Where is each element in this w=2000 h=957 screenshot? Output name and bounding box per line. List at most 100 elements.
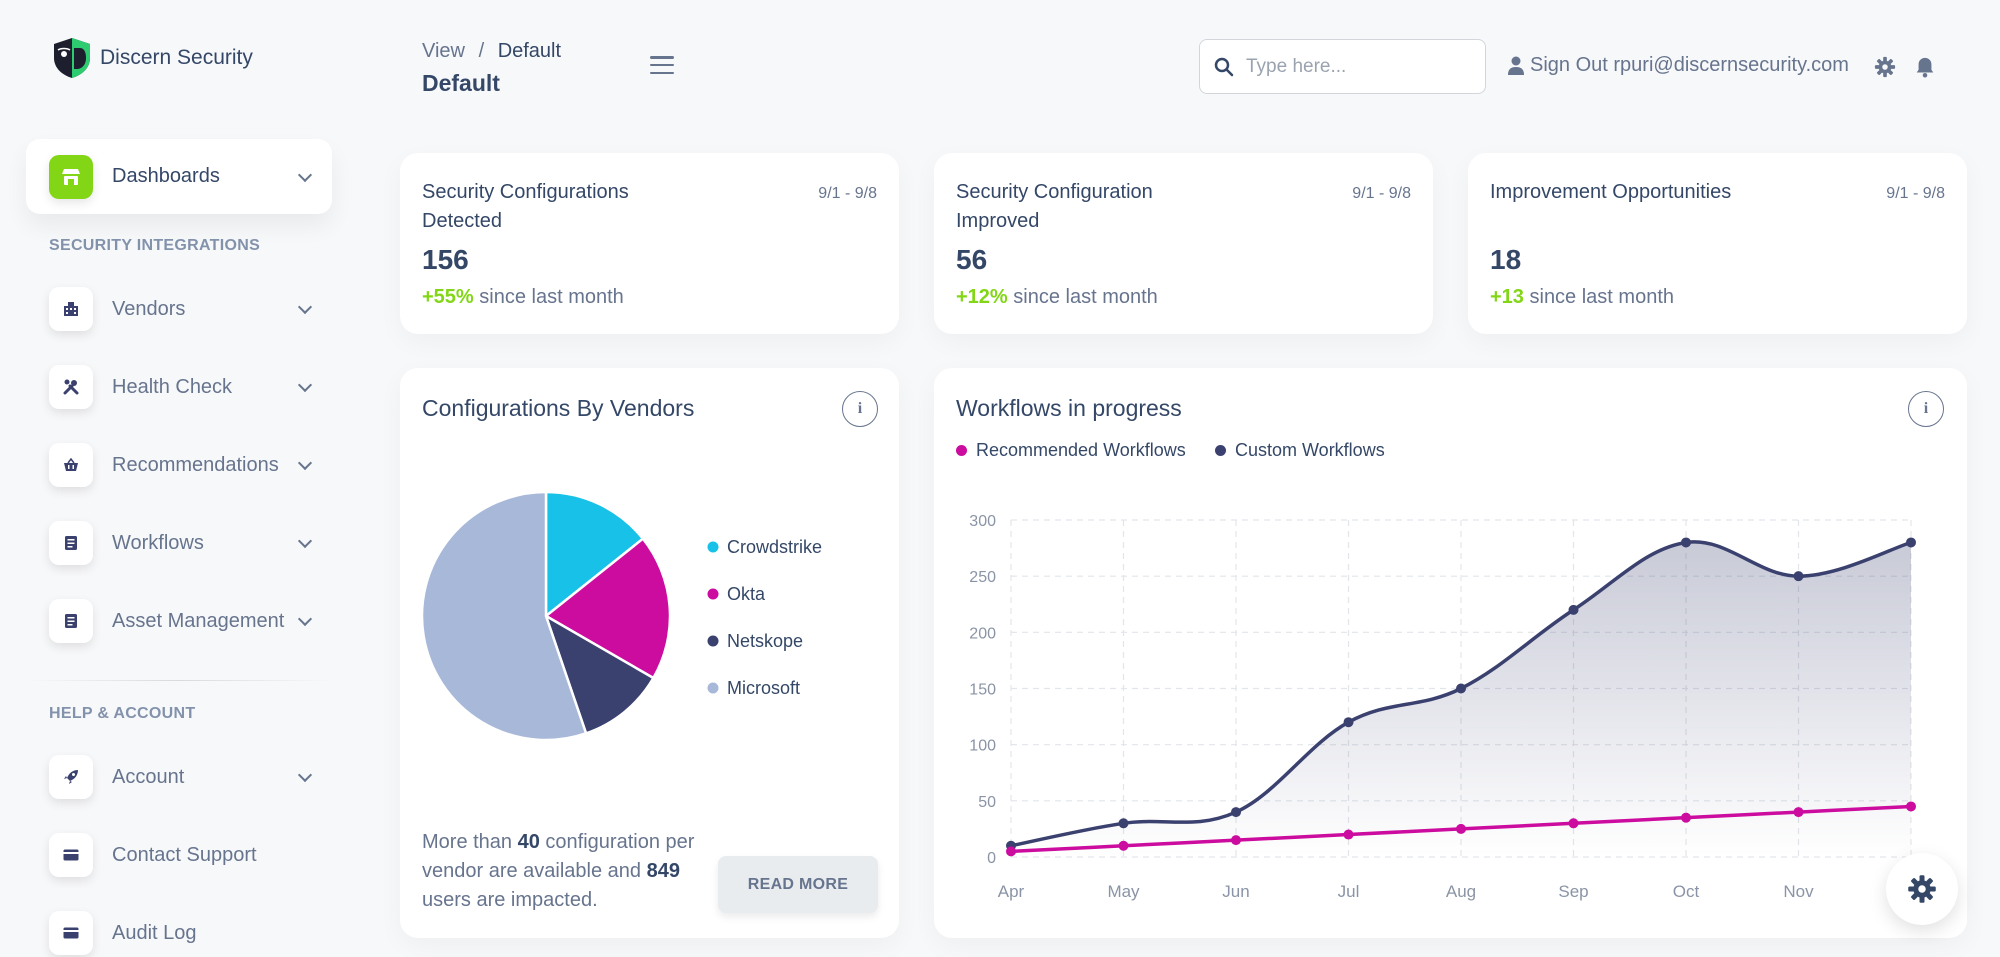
vendor-pie-chart: Crowdstrike Okta Netskope Microsoft xyxy=(420,493,822,742)
y-tick-label: 0 xyxy=(987,850,996,867)
legend-label: Netskope xyxy=(727,631,803,651)
x-tick-label: Jul xyxy=(1338,882,1360,901)
sidebar-item-label: Account xyxy=(112,765,185,788)
data-point[interactable] xyxy=(1793,571,1804,582)
gear-icon[interactable] xyxy=(1874,56,1896,78)
stat-card-improvement-opportunities: Improvement Opportunities 9/1 - 9/8 18 +… xyxy=(1468,153,1967,334)
data-point[interactable] xyxy=(1343,829,1354,840)
chevron-down-icon[interactable] xyxy=(297,455,313,471)
legend-item-recommended: Recommended Workflows xyxy=(956,440,1186,461)
footnote-user-count: 849 xyxy=(646,860,680,882)
sidebar-item-workflows[interactable]: Workflows xyxy=(49,517,332,569)
data-point[interactable] xyxy=(1231,807,1241,818)
chevron-down-icon[interactable] xyxy=(297,533,313,549)
data-point[interactable] xyxy=(1568,818,1579,829)
pie-slice-microsoft[interactable] xyxy=(420,493,588,742)
info-icon[interactable]: i xyxy=(842,391,878,427)
stat-change-suffix: since last month xyxy=(1007,286,1158,308)
legend-label: Crowdstrike xyxy=(727,537,822,557)
sidebar-item-label: Workflows xyxy=(112,531,204,554)
sidebar-item-contact-support[interactable]: Contact Support xyxy=(49,829,332,881)
brand[interactable]: Discern Security xyxy=(50,36,253,80)
stat-date: 9/1 - 9/8 xyxy=(818,185,877,202)
stat-value: 18 xyxy=(1490,244,1522,275)
stat-card-configurations-detected: Security Configurations Detected 9/1 - 9… xyxy=(400,153,899,334)
sidebar-item-health-check[interactable]: Health Check xyxy=(49,361,332,413)
search-box[interactable] xyxy=(1199,39,1486,94)
read-more-button[interactable]: READ MORE xyxy=(718,856,878,913)
x-tick-label: Jun xyxy=(1222,882,1249,901)
search-input[interactable] xyxy=(1246,55,1466,78)
store-icon xyxy=(49,154,93,199)
sidebar-item-audit-log[interactable]: Audit Log xyxy=(49,907,332,957)
data-point[interactable] xyxy=(1681,537,1691,548)
chevron-down-icon[interactable] xyxy=(297,167,313,182)
data-point[interactable] xyxy=(1456,683,1466,694)
chevron-down-icon[interactable] xyxy=(297,611,313,627)
pie-slice-crowdstrike[interactable] xyxy=(544,493,645,619)
chevron-down-icon[interactable] xyxy=(297,767,313,783)
card-title: Configurations By Vendors xyxy=(422,395,695,421)
user-icon xyxy=(1508,56,1524,75)
card-title: Workflows in progress xyxy=(956,395,1182,421)
menu-toggle-icon[interactable] xyxy=(650,56,674,74)
stat-title: Improvement Opportunities xyxy=(1490,181,1732,203)
data-point[interactable] xyxy=(1118,818,1129,829)
sidebar-item-asset-management[interactable]: Asset Management xyxy=(49,595,332,647)
y-tick-label: 100 xyxy=(969,738,996,755)
stat-card-configuration-improved: Security Configuration Improved 9/1 - 9/… xyxy=(934,153,1433,334)
sidebar-item-recommendations[interactable]: Recommendations xyxy=(49,439,332,491)
stat-change-value: +12% xyxy=(956,286,1008,308)
breadcrumb-current: Default xyxy=(497,40,562,62)
data-point[interactable] xyxy=(1118,840,1129,851)
stat-change-suffix: since last month xyxy=(1523,286,1675,308)
stat-value: 156 xyxy=(422,244,469,275)
office-icon xyxy=(49,287,93,331)
legend-dot xyxy=(707,541,719,553)
stat-change: +55% since last month xyxy=(422,286,624,309)
sidebar-item-account[interactable]: Account xyxy=(49,751,332,803)
info-icon[interactable]: i xyxy=(1908,391,1944,427)
x-tick-label: Aug xyxy=(1446,882,1476,901)
legend-dot xyxy=(956,445,967,456)
data-point[interactable] xyxy=(1231,835,1241,846)
document-icon xyxy=(49,521,93,565)
data-point[interactable] xyxy=(1793,807,1804,818)
sidebar-item-label: Contact Support xyxy=(112,843,257,866)
sign-out-link[interactable]: Sign Out rpuri@discernsecurity.com xyxy=(1508,54,1849,77)
stat-title: Security Configuration Improved xyxy=(956,181,1153,232)
chevron-down-icon[interactable] xyxy=(297,299,313,315)
sidebar-item-dashboards[interactable]: Dashboards xyxy=(26,139,332,214)
bell-icon[interactable] xyxy=(1914,56,1936,78)
document-icon xyxy=(49,599,93,643)
chevron-down-icon[interactable] xyxy=(297,377,313,393)
legend-label: Custom Workflows xyxy=(1235,440,1385,460)
y-tick-label: 50 xyxy=(978,794,996,811)
x-tick-label: Nov xyxy=(1783,882,1814,901)
stat-change: +12% since last month xyxy=(956,286,1158,309)
data-point[interactable] xyxy=(1456,823,1466,834)
breadcrumb-root[interactable]: View xyxy=(422,40,465,62)
workflows-line-chart: 0 50 100 150 200 250 300 Apr May Jun Jul Aug Sep Oct N… xyxy=(969,513,1916,901)
rocket-icon xyxy=(49,755,93,799)
x-tick-label: May xyxy=(1107,882,1140,901)
sidebar-item-label: Vendors xyxy=(112,297,186,320)
data-point[interactable] xyxy=(1343,717,1354,728)
y-tick-label: 300 xyxy=(969,513,996,530)
settings-fab-button[interactable] xyxy=(1886,853,1958,925)
pie-slice-okta[interactable] xyxy=(543,536,672,680)
breadcrumb-separator: / xyxy=(478,40,485,62)
data-point[interactable] xyxy=(1568,604,1579,615)
data-point[interactable] xyxy=(1906,801,1916,812)
stat-change-value: +13 xyxy=(1490,286,1524,308)
tools-icon xyxy=(49,365,93,409)
sidebar-item-vendors[interactable]: Vendors xyxy=(49,283,332,335)
data-point[interactable] xyxy=(1681,812,1691,823)
stat-date: 9/1 - 9/8 xyxy=(1886,185,1945,202)
data-point[interactable] xyxy=(1006,846,1016,857)
divider xyxy=(26,680,332,681)
pie-slice-netskope[interactable] xyxy=(543,613,656,735)
footnote-config-count: 40 xyxy=(517,831,540,853)
section-title: SECURITY INTEGRATIONS xyxy=(49,237,261,254)
data-point[interactable] xyxy=(1906,537,1916,548)
